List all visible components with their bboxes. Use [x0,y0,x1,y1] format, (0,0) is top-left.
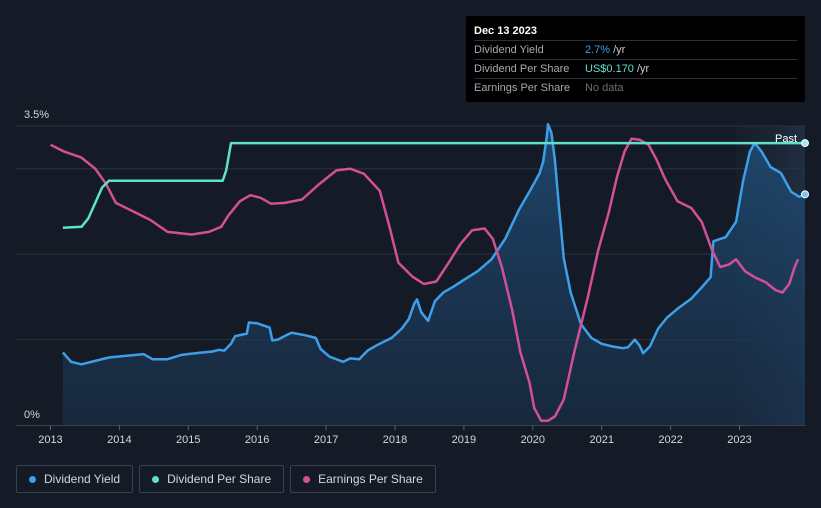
legend-label: Dividend Yield [44,472,121,486]
legend-label: Dividend Per Share [167,472,272,486]
tooltip-unit: /yr [613,44,626,56]
y-axis-min-label: 0% [24,409,40,421]
dividend-yield-line [61,123,806,366]
tooltip-row-dividend-per-share: Dividend Per Share US$0.170 /yr [474,59,797,78]
tooltip-label: Earnings Per Share [474,82,570,94]
tooltip-label: Dividend Per Share [474,63,570,75]
dividend-yield-end-dot [801,190,809,199]
legend-dot-icon [29,475,36,483]
tooltip-value: No data [585,82,624,94]
tooltip-row-earnings-per-share: Earnings Per Share No data [474,78,797,97]
dividend-per-share-end-dot [801,139,809,148]
tooltip-label: Dividend Yield [474,44,544,56]
x-tick-label: 2020 [521,434,545,446]
tooltip-row-dividend-yield: Dividend Yield 2.7% /yr [474,40,797,59]
x-tick-label: 2014 [107,434,131,446]
legend-dot-icon [152,475,160,483]
x-tick-label: 2017 [314,434,338,446]
tooltip-unit: /yr [636,63,650,75]
x-tick-label: 2015 [176,434,200,446]
tooltip: Dec 13 2023 Dividend Yield 2.7% /yr Divi… [466,16,805,102]
earnings-per-share-line [49,137,800,422]
x-tick-label: 2022 [658,434,682,446]
legend-item-dividend-yield[interactable]: Dividend Yield [16,465,134,493]
x-axis-ticks: 2013 2014 2015 2016 2017 2018 2019 2020 2021 2022… [38,425,752,446]
x-tick-label: 2016 [245,434,269,446]
legend-item-earnings-per-share[interactable]: Earnings Per Share [290,465,436,493]
x-tick-label: 2021 [589,434,613,446]
tooltip-value: 2.7% [585,44,611,56]
legend-label: Earnings Per Share [318,472,423,486]
x-tick-label: 2023 [727,434,751,446]
x-tick-label: 2019 [452,434,476,446]
legend: Dividend Yield Dividend Per Share Earnin… [16,465,438,493]
x-tick-label: 2013 [38,434,62,446]
past-label: Past [775,133,797,145]
x-tick-label: 2018 [383,434,407,446]
dividend-per-share-line [62,141,805,229]
legend-item-dividend-per-share[interactable]: Dividend Per Share [139,465,285,493]
y-axis-max-label: 3.5% [24,109,49,121]
legend-dot-icon [303,475,311,483]
tooltip-value: US$0.170 [585,63,634,75]
tooltip-date: Dec 13 2023 [474,25,537,37]
dividend-yield-area [62,124,805,426]
